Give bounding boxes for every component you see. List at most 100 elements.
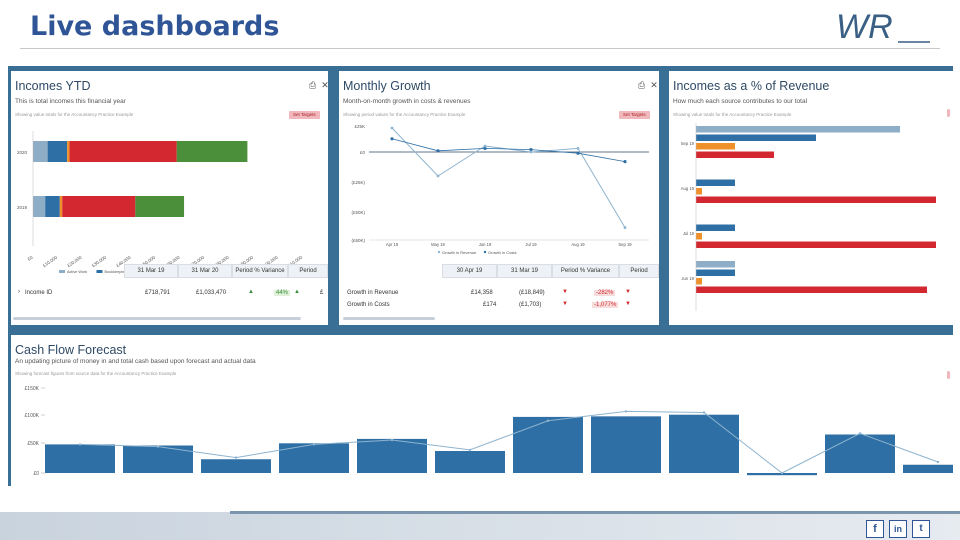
bar bbox=[696, 179, 735, 186]
data-point bbox=[576, 151, 580, 155]
row-period: £ bbox=[320, 290, 324, 296]
bar-segment bbox=[69, 141, 177, 162]
x-tick-label: £0 bbox=[27, 254, 34, 261]
print-icon[interactable]: ⎙ bbox=[309, 80, 317, 90]
set-targets-button[interactable]: Set Targets bbox=[289, 111, 320, 119]
bar bbox=[513, 416, 583, 473]
panel-subtitle: How much each source contributes to our … bbox=[673, 98, 808, 105]
data-point bbox=[390, 438, 394, 442]
legend-label: Growth in Costs bbox=[488, 250, 516, 255]
bar bbox=[696, 196, 936, 203]
monthly-growth-table: 30 Apr 19 31 Mar 19 Period % Variance Pe… bbox=[339, 264, 659, 320]
x-tick-label: May 19 bbox=[431, 242, 445, 247]
legend-swatch bbox=[483, 250, 487, 254]
linkedin-icon[interactable]: in bbox=[889, 520, 907, 538]
data-point bbox=[156, 445, 160, 448]
row-value: £1,033,470 bbox=[196, 290, 227, 296]
y-tick-label: 2019 bbox=[17, 205, 28, 210]
x-tick-label: Aug 19 bbox=[571, 242, 585, 247]
twitter-icon[interactable]: t bbox=[912, 520, 930, 538]
series-line-revenue bbox=[391, 127, 626, 228]
y-tick-label: Jun 19 bbox=[681, 276, 694, 281]
x-tick-label: Jul 19 bbox=[525, 242, 537, 247]
vertical-scroll-marker[interactable] bbox=[947, 109, 950, 117]
incomes-ytd-panel: Incomes YTD ⎙ ✕ This is total incomes thi… bbox=[11, 71, 328, 325]
row-variance: -1,077% bbox=[592, 302, 619, 308]
y-tick-label: 2020 bbox=[17, 150, 28, 155]
panel-controls: ⎙ ✕ bbox=[304, 80, 328, 91]
footer-line bbox=[230, 511, 960, 514]
close-icon[interactable]: ✕ bbox=[650, 80, 658, 90]
bar-segment bbox=[176, 141, 248, 162]
data-point bbox=[468, 448, 472, 452]
bar bbox=[696, 134, 816, 141]
x-tick-label: Sep 19 bbox=[618, 242, 632, 247]
bar-segment bbox=[33, 141, 48, 162]
y-tick-label: £100K bbox=[25, 413, 40, 419]
legend-label: Growth in Revenue bbox=[442, 250, 477, 255]
data-point bbox=[936, 460, 940, 464]
panel-title: Cash Flow Forecast bbox=[15, 343, 127, 357]
monthly-growth-chart: £25K £0 (£25K) (£50K) (£60K) Apr 19 May 19 Jun … bbox=[351, 124, 649, 255]
bar-segment bbox=[33, 196, 46, 217]
down-arrow-icon: ▼ bbox=[625, 289, 631, 295]
row-value: £718,791 bbox=[145, 290, 171, 296]
bar bbox=[696, 261, 735, 268]
monthly-growth-panel: Monthly Growth ⎙ ✕ Month-on-month growth … bbox=[339, 71, 659, 325]
panel-subtitle: An updating picture of money in and tota… bbox=[15, 358, 256, 365]
bar bbox=[696, 278, 702, 285]
y-tick-label: £150K bbox=[25, 386, 40, 392]
bar bbox=[357, 438, 427, 473]
bar bbox=[696, 241, 936, 248]
table-header: Period % Variance bbox=[552, 264, 619, 278]
data-point bbox=[78, 443, 82, 446]
down-arrow-icon: ▼ bbox=[562, 301, 568, 307]
facebook-icon[interactable]: f bbox=[866, 520, 884, 538]
table-header: 31 Mar 20 bbox=[178, 264, 232, 278]
company-logo: WR bbox=[836, 8, 930, 46]
panel-hint: Showing value totals for the Accountancy… bbox=[673, 112, 792, 117]
panel-hint: Showing value totals for the Accountancy… bbox=[15, 112, 134, 117]
data-point bbox=[780, 471, 784, 475]
table-header: 31 Mar 19 bbox=[497, 264, 552, 278]
horizontal-scrollbar[interactable] bbox=[13, 317, 301, 320]
data-point bbox=[390, 137, 394, 141]
print-icon[interactable]: ⎙ bbox=[638, 80, 646, 90]
horizontal-scrollbar[interactable] bbox=[343, 317, 435, 320]
set-targets-button[interactable]: Set Targets bbox=[619, 111, 650, 119]
data-point bbox=[312, 443, 316, 446]
down-arrow-icon: ▼ bbox=[625, 301, 631, 307]
bar bbox=[279, 443, 349, 473]
panel-hint: Showing period values for the Accountanc… bbox=[343, 112, 466, 117]
title-divider bbox=[20, 48, 940, 49]
table-header: Period % Variance bbox=[232, 264, 288, 278]
legend-swatch bbox=[96, 270, 103, 273]
close-icon[interactable]: ✕ bbox=[321, 80, 328, 90]
expand-icon[interactable]: › bbox=[18, 289, 20, 295]
bar-segment bbox=[47, 141, 68, 162]
panel-hint: Showing forecast figures from source dat… bbox=[15, 371, 177, 376]
row-value: (£18,849) bbox=[519, 290, 545, 296]
y-tick-label: Sep 19 bbox=[681, 141, 695, 146]
data-point bbox=[624, 410, 628, 413]
bar-segment bbox=[45, 196, 60, 217]
table-header: Period bbox=[619, 264, 659, 278]
row-variance: 44% bbox=[274, 290, 291, 296]
bar bbox=[696, 188, 702, 195]
panel-title: Incomes YTD bbox=[15, 79, 91, 93]
series-line-costs bbox=[391, 138, 626, 162]
logo-text: WR bbox=[836, 8, 893, 46]
data-point bbox=[546, 419, 550, 422]
data-point bbox=[234, 456, 238, 459]
table-header: 30 Apr 19 bbox=[442, 264, 497, 278]
total-cash-line bbox=[79, 410, 939, 474]
x-tick-label: Jun 19 bbox=[479, 242, 492, 247]
bar bbox=[825, 434, 895, 473]
data-point bbox=[436, 149, 440, 153]
bar bbox=[201, 459, 271, 473]
data-point bbox=[576, 147, 580, 150]
vertical-scroll-marker[interactable] bbox=[947, 371, 950, 379]
